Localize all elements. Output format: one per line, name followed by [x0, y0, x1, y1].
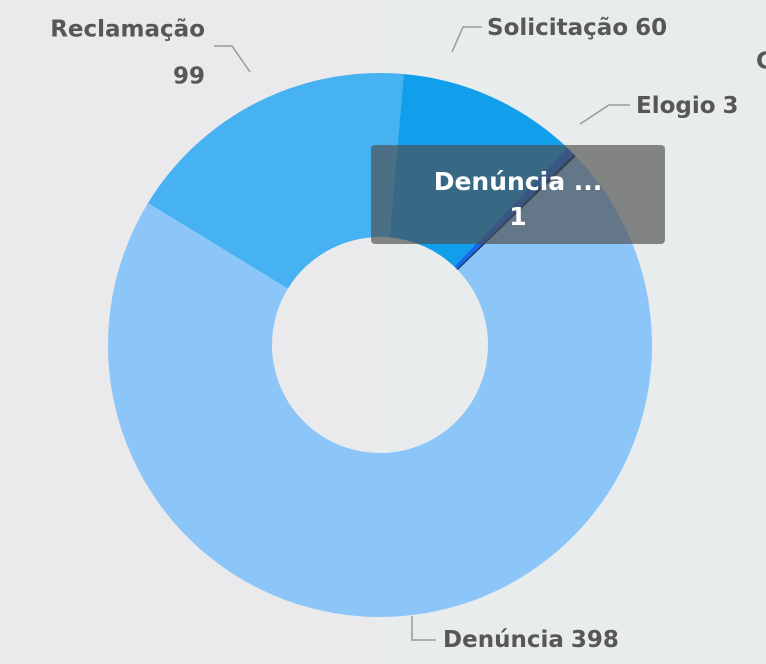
- value: 60: [635, 15, 667, 41]
- data-label: Denúncia 398: [443, 627, 619, 653]
- labels: Solicitação 60 Elogio 3 Denúncia 398 Reclamaçã…: [50, 15, 738, 653]
- data-label: 99: [173, 64, 205, 90]
- category-name: Solicitação: [487, 15, 628, 41]
- tooltip-box: [371, 145, 665, 244]
- category-name: Elogio: [636, 93, 716, 119]
- value: 3: [723, 93, 739, 119]
- category-name: Denúncia: [443, 627, 564, 653]
- leader-line: [411, 616, 436, 641]
- data-label: Solicitação 60: [487, 15, 667, 41]
- tooltip-value: 1: [509, 202, 526, 231]
- tooltip-name: Denúncia ...: [434, 167, 603, 196]
- data-label: Reclamação: [50, 17, 205, 43]
- leader-line: [214, 45, 251, 73]
- cut-label: C: [756, 49, 766, 75]
- leader-line: [579, 104, 630, 125]
- value: 398: [571, 627, 619, 653]
- tooltip: Denúncia ... 1: [371, 145, 665, 244]
- slice: [148, 73, 404, 289]
- data-label: Elogio 3: [636, 93, 739, 119]
- leader-line: [451, 26, 482, 53]
- slice: [108, 156, 652, 618]
